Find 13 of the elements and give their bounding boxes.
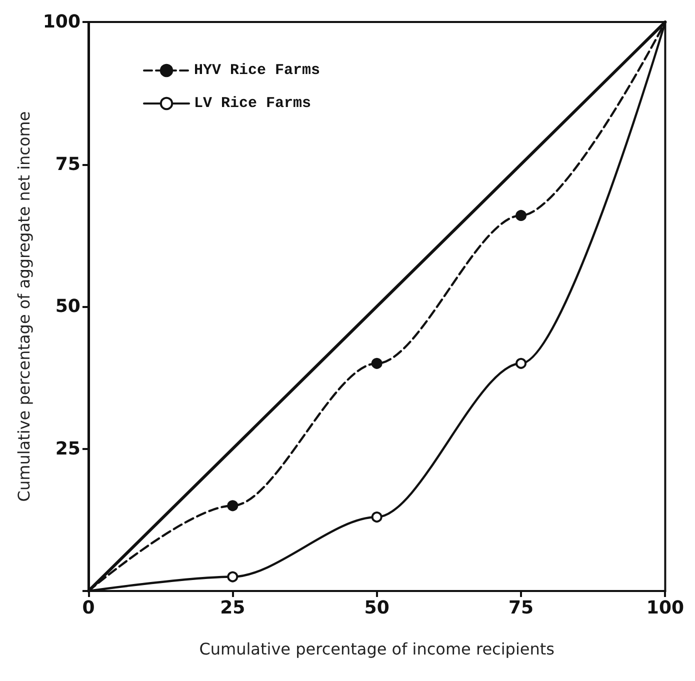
x-tick-label: 25 [220, 598, 246, 618]
y-axis-title: Cumulative percentage of aggregate net income [14, 111, 34, 502]
y-tick-label: 75 [55, 154, 80, 175]
legend-label: LV Rice Farms [194, 95, 312, 112]
x-tick-label: 100 [646, 598, 684, 618]
x-tick-label: 75 [508, 598, 534, 618]
y-tick-label: 100 [42, 12, 80, 32]
x-axis-title: Cumulative percentage of income recipients [199, 640, 554, 658]
y-tick-label: 50 [55, 296, 80, 317]
x-tick-label: 50 [364, 598, 390, 618]
x-tick-label: 0 [82, 598, 95, 618]
legend-label: HYV Rice Farms [194, 62, 320, 79]
y-tick-label: 25 [55, 438, 80, 460]
